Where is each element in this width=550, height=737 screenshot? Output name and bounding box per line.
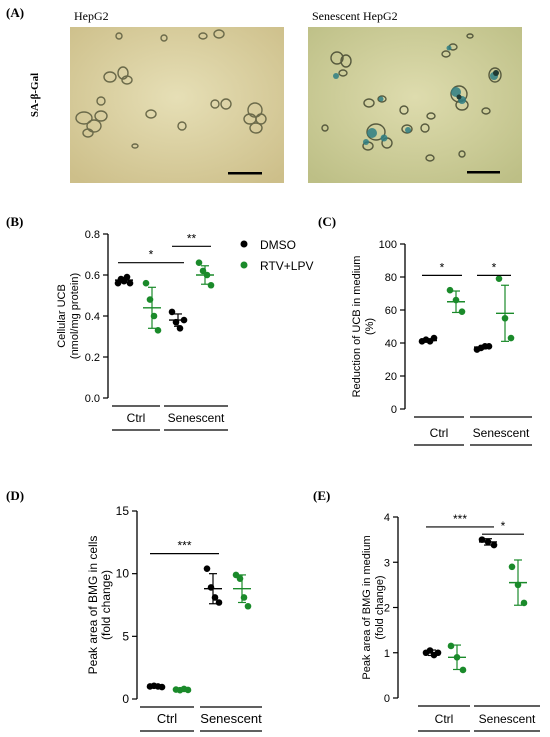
y-axis-label: Peak area of BMG in medium <box>361 535 373 679</box>
legend-label-dmso: DMSO <box>260 238 296 252</box>
panel-c-label: (C) <box>318 214 336 229</box>
data-point <box>458 308 466 315</box>
data-point <box>203 565 211 572</box>
y-tick-label: 5 <box>122 629 129 643</box>
y-tick-label: 4 <box>384 512 390 524</box>
micrograph-hepg2 <box>70 27 284 183</box>
data-point <box>485 343 493 350</box>
y-tick-label: 0 <box>384 693 390 705</box>
data-point <box>430 334 438 342</box>
group-label: Senescent <box>473 426 530 440</box>
data-point <box>447 642 455 650</box>
panel-a-label: (A) <box>6 5 24 20</box>
y-tick-label: 10 <box>116 567 130 581</box>
y-axis-label: (nmol/mg protein) <box>69 273 81 359</box>
legend: DMSO RTV+LPV <box>240 238 313 273</box>
chart-panel-1: 0.0 0.2 0.4 0.6 0.8 Cellular UCB (nmol/mg prot… <box>56 229 228 431</box>
y-tick-label: 0.2 <box>85 352 100 364</box>
chart-panel-2: 0 20 40 60 80 100 Reduction of UCB in medium (%… <box>351 239 532 446</box>
group-label: Ctrl <box>157 711 177 726</box>
significance-label: * <box>492 260 497 274</box>
data-point <box>142 279 150 287</box>
y-tick-label: 60 <box>385 305 397 317</box>
y-tick-label: 15 <box>116 504 130 518</box>
significance-label: *** <box>453 512 467 526</box>
chart-panel-4: 0 1 2 3 4 Peak area of BMG in medium (fold cha… <box>361 512 540 732</box>
group-label: Ctrl <box>127 411 146 425</box>
chart-panel-3: 0 5 10 15 Peak area of BMG in cells (fold cha… <box>86 504 262 732</box>
y-tick-label: 0.0 <box>85 393 100 405</box>
group-label: Senescent <box>200 711 262 726</box>
y-axis-label: Reduction of UCB in medium <box>351 256 363 398</box>
panel-b-label: (B) <box>6 214 23 229</box>
group-label: Senescent <box>168 411 225 425</box>
data-point <box>446 286 454 294</box>
data-point <box>520 599 528 607</box>
significance-label: * <box>440 260 445 274</box>
legend-marker-rtv-lpv <box>240 261 248 269</box>
y-tick-label: 0.8 <box>85 229 100 241</box>
data-point <box>508 563 516 571</box>
y-tick-label: 0 <box>391 404 397 416</box>
group-label: Ctrl <box>430 426 449 440</box>
y-tick-label: 20 <box>385 371 397 383</box>
y-axis-label: (%) <box>364 318 376 335</box>
significance-label: ** <box>187 231 197 245</box>
data-point <box>126 279 134 287</box>
legend-label-rtv-lpv: RTV+LPV <box>260 259 313 273</box>
image-1-title: HepG2 <box>74 9 109 23</box>
data-point <box>244 602 252 610</box>
y-tick-label: 100 <box>379 239 397 251</box>
image-2-title: Senescent HepG2 <box>312 9 398 23</box>
y-tick-label: 0.4 <box>85 311 100 323</box>
data-point <box>123 273 131 281</box>
y-axis-label: Peak area of BMG in cells <box>86 536 100 675</box>
data-point <box>168 308 176 316</box>
row-label-sa-beta-gal: SA-β-Gal <box>29 73 41 117</box>
significance-label: *** <box>177 539 191 553</box>
data-point <box>459 666 467 674</box>
panel-d-label: (D) <box>6 488 24 503</box>
data-point <box>207 281 215 289</box>
y-axis-label: (fold change) <box>374 575 386 639</box>
y-tick-label: 0 <box>122 692 129 706</box>
data-point <box>507 334 515 342</box>
data-point <box>215 599 223 606</box>
significance-label: * <box>149 248 154 262</box>
data-point <box>495 275 503 282</box>
y-tick-label: 40 <box>385 338 397 350</box>
legend-marker-dmso <box>240 240 248 248</box>
significance-label: * <box>501 519 506 533</box>
y-axis-label: Cellular UCB <box>56 284 68 348</box>
y-tick-label: 1 <box>384 648 390 660</box>
y-axis-label: (fold change) <box>99 570 113 640</box>
group-label: Senescent <box>479 712 536 726</box>
data-point <box>195 259 203 267</box>
charts-layer: 0.0 0.2 0.4 0.6 0.8 Cellular UCB (nmol/mg prot… <box>56 229 540 732</box>
data-point <box>154 327 162 334</box>
group-label: Ctrl <box>435 712 454 726</box>
micrograph-senescent-hepg2 <box>308 27 522 183</box>
y-tick-label: 80 <box>385 272 397 284</box>
y-tick-label: 3 <box>384 557 390 569</box>
y-tick-label: 2 <box>384 603 390 615</box>
panel-e-label: (E) <box>313 488 330 503</box>
y-tick-label: 0.6 <box>85 270 100 282</box>
data-point <box>490 541 498 549</box>
